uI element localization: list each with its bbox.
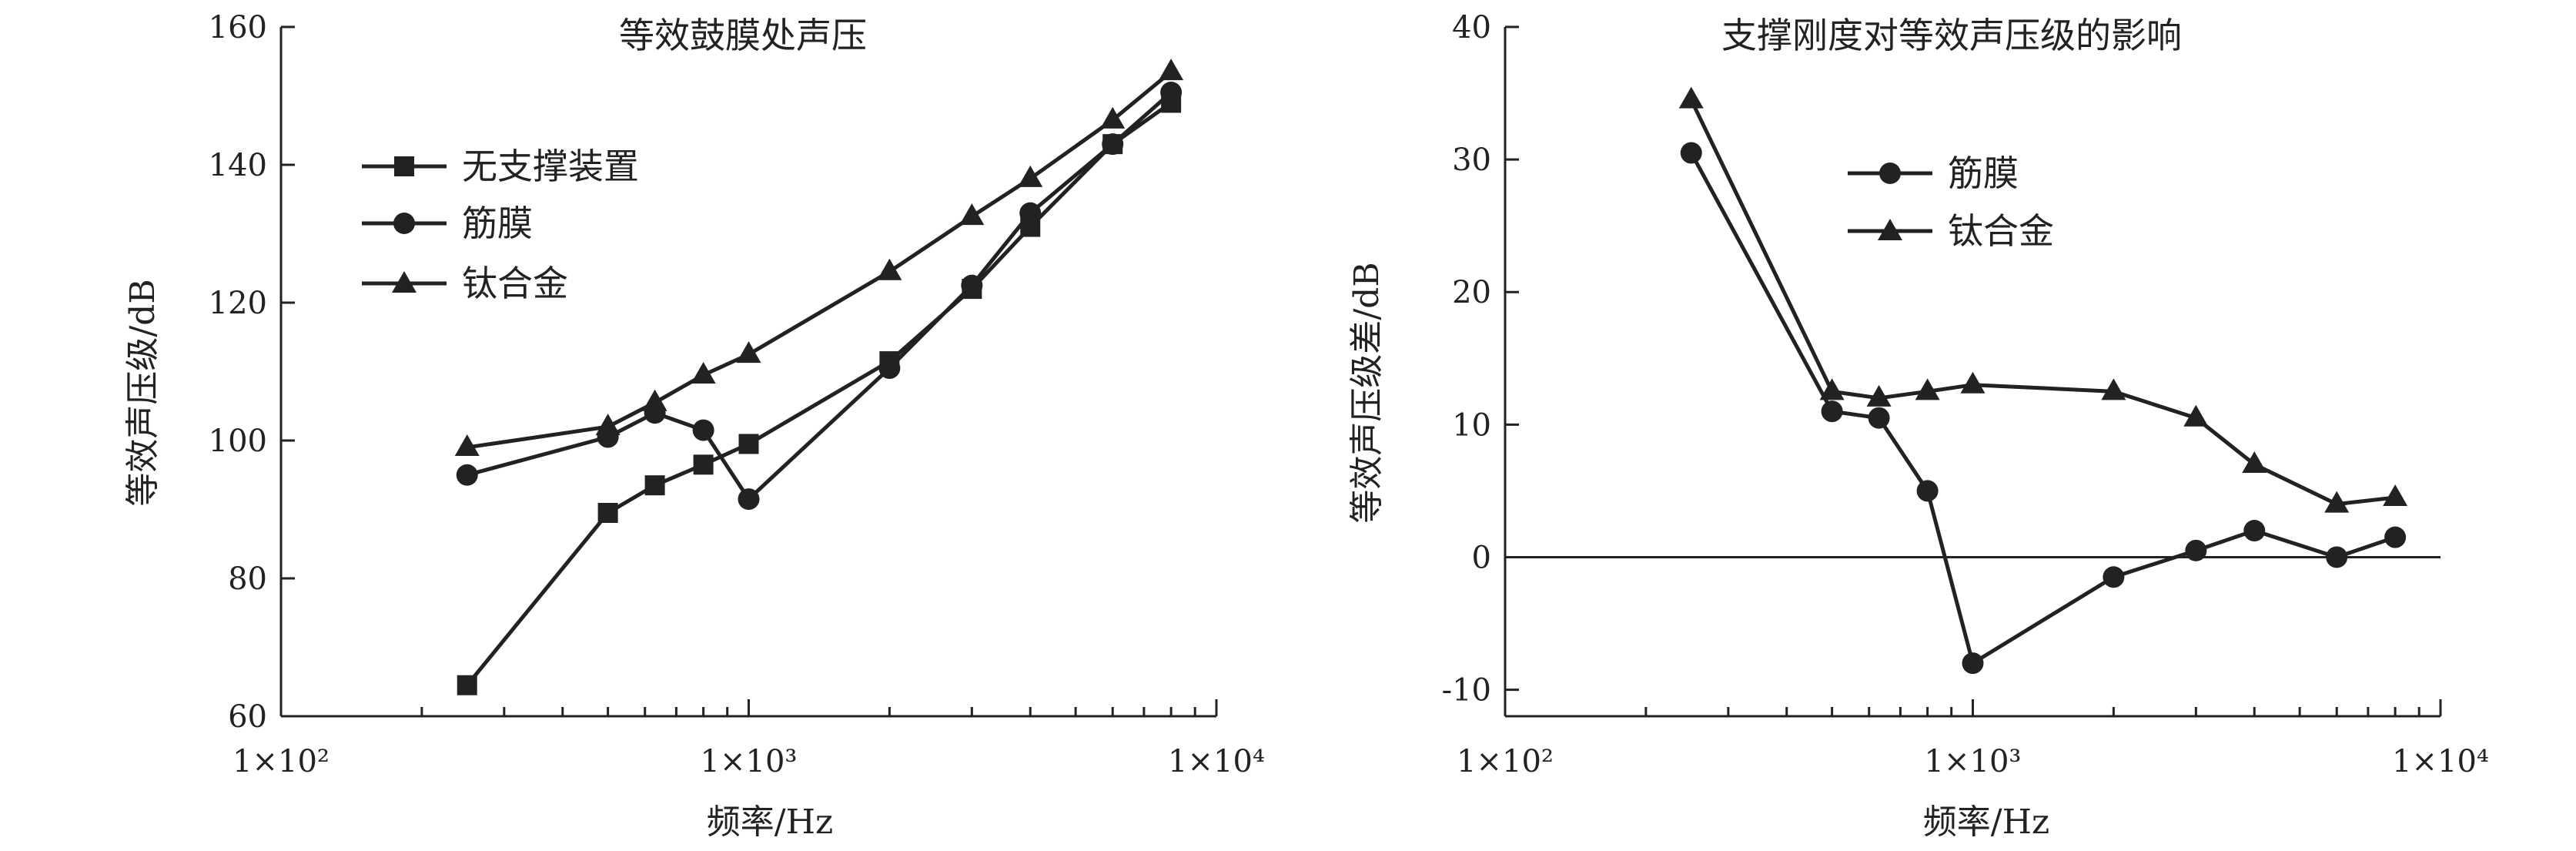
left-legend-marker-circle — [393, 213, 415, 234]
left-x-tick-label: 1×10² — [233, 744, 330, 779]
left-chart: 等效鼓膜处声压 频率/Hz 等效声压级/dB 60 80 100 120 140 160 1… — [123, 10, 1265, 842]
left-x-axis-title: 频率/Hz — [707, 802, 833, 842]
left-point-triangle — [454, 434, 480, 456]
left-point-circle — [738, 488, 760, 511]
right-point-triangle — [2324, 491, 2350, 513]
left-y-tick-label: 120 — [209, 286, 267, 321]
right-point-circle — [2384, 526, 2407, 548]
left-y-tick-label: 160 — [209, 10, 267, 45]
right-x-tick-label: 1×10³ — [1925, 744, 2022, 779]
left-point-circle — [1102, 133, 1124, 156]
right-y-tick-label: 10 — [1452, 407, 1491, 443]
right-point-triangle — [1678, 86, 1704, 109]
left-series-line-0 — [465, 101, 1173, 687]
right-chart: 支撑刚度对等效声压级的影响 频率/Hz 等效声压级差/dB -10 0 10 20 30… — [1347, 10, 2489, 842]
left-point-circle — [878, 357, 901, 380]
right-y-tick-label: 40 — [1452, 10, 1491, 45]
left-y-tick-label: 80 — [228, 561, 267, 597]
right-y-tick-label: -10 — [1442, 673, 1491, 709]
right-plot-area: -10 0 10 20 30 40 1×10² 1×10³ 1×10⁴ — [1442, 10, 2489, 779]
left-legend-label-2: 钛合金 — [462, 263, 568, 304]
left-point-triangle — [691, 361, 716, 384]
left-point-circle — [692, 419, 714, 441]
right-point-triangle — [1866, 384, 1892, 407]
left-point-triangle — [595, 414, 621, 436]
left-point-circle — [456, 464, 478, 486]
right-point-triangle — [2383, 484, 2408, 507]
left-y-tick-label: 100 — [209, 424, 267, 459]
right-y-tick-label: 0 — [1472, 540, 1491, 575]
right-legend-label-1: 钛合金 — [1948, 210, 2054, 252]
left-point-triangle — [642, 389, 667, 411]
right-point-triangle — [1819, 378, 1845, 400]
left-point-triangle — [736, 341, 761, 364]
left-point-square — [693, 454, 714, 475]
left-y-tick-label: 60 — [228, 699, 267, 735]
left-chart-title: 等效鼓膜处声压 — [619, 15, 867, 56]
right-x-tick-label: 1×10² — [1457, 744, 1554, 779]
right-x-tick-label: 1×10⁴ — [2392, 744, 2489, 779]
left-y-axis-title: 等效声压级/dB — [123, 279, 162, 506]
right-chart-title: 支撑刚度对等效声压级的影响 — [1721, 15, 2182, 56]
right-point-triangle — [1915, 378, 1940, 400]
right-series-line-0 — [1689, 152, 2396, 665]
left-x-tick-label: 1×10⁴ — [1168, 744, 1265, 779]
left-point-triangle — [877, 258, 902, 280]
left-point-circle — [961, 274, 983, 297]
left-series-line-1 — [467, 91, 1173, 501]
left-legend-marker-triangle — [392, 271, 417, 293]
right-point-circle — [2243, 520, 2266, 542]
left-point-circle — [1160, 82, 1183, 104]
right-legend-marker-circle — [1879, 162, 1901, 184]
right-point-circle — [2103, 566, 2125, 588]
left-point-triangle — [1018, 165, 1043, 187]
left-point-square — [738, 434, 759, 454]
left-legend-label-0: 无支撑装置 — [462, 146, 639, 187]
left-point-triangle — [1159, 59, 1184, 81]
left-plot-area: 60 80 100 120 140 160 1×10² 1×10³ 1×10⁴ — [209, 10, 1265, 779]
right-series-line-1 — [1689, 99, 2396, 507]
left-point-triangle — [959, 203, 985, 226]
right-point-circle — [1916, 480, 1939, 502]
right-point-circle — [1821, 400, 1843, 423]
right-point-circle — [2185, 539, 2207, 561]
left-point-circle — [1019, 202, 1042, 224]
left-legend-marker-square — [394, 156, 414, 176]
left-series-line-2 — [467, 70, 1173, 450]
right-legend-marker-triangle — [1878, 219, 1902, 240]
right-point-triangle — [2183, 404, 2209, 427]
left-legend-label-1: 筋膜 — [462, 203, 533, 244]
right-x-axis-title: 频率/Hz — [1923, 802, 2049, 842]
right-point-triangle — [2242, 451, 2267, 473]
right-y-tick-label: 30 — [1452, 142, 1491, 178]
right-point-triangle — [1960, 371, 1986, 394]
left-legend: 无支撑装置 筋膜 钛合金 — [362, 146, 639, 304]
left-point-triangle — [1100, 106, 1126, 129]
right-y-tick-label: 20 — [1452, 275, 1491, 310]
right-legend: 筋膜 钛合金 — [1848, 152, 2054, 252]
left-point-square — [457, 675, 477, 695]
right-point-circle — [1962, 652, 1984, 675]
left-point-square — [644, 475, 665, 496]
right-point-circle — [1680, 142, 1702, 164]
right-point-circle — [1868, 407, 1890, 429]
right-point-circle — [2326, 546, 2348, 568]
right-legend-label-0: 筋膜 — [1948, 152, 2019, 194]
right-point-triangle — [2101, 378, 2126, 400]
left-x-tick-label: 1×10³ — [701, 744, 798, 779]
right-y-axis-title: 等效声压级差/dB — [1347, 262, 1387, 523]
left-point-square — [597, 502, 618, 523]
left-y-tick-label: 140 — [209, 148, 267, 183]
